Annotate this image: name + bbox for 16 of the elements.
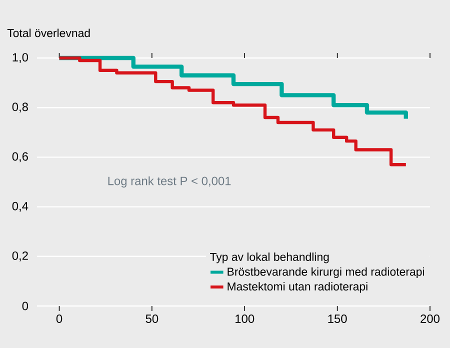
legend-label: Bröstbevarande kirurgi med radioterapi bbox=[228, 267, 424, 278]
y-tick-label: 0,4 bbox=[12, 202, 28, 212]
y-tick-label: 0 bbox=[22, 302, 28, 310]
y-tick-label: 0,8 bbox=[12, 102, 28, 113]
y-axis-title: Total överlevnad bbox=[7, 28, 90, 38]
x-tick-label: 200 bbox=[420, 314, 440, 323]
x-tick-label: 150 bbox=[328, 314, 347, 323]
legend-label: Mastektomi utan radioterapi bbox=[228, 282, 368, 293]
y-tick-label: 1,0 bbox=[12, 53, 28, 63]
x-tick-label: 0 bbox=[56, 314, 62, 323]
x-tick-label: 50 bbox=[146, 314, 158, 323]
annotation: Log rank test P < 0,001 bbox=[108, 176, 231, 188]
y-tick-label: 0,6 bbox=[12, 152, 28, 162]
legend-title: Typ av lokal behandling bbox=[210, 252, 329, 264]
x-tick-label: 100 bbox=[236, 314, 254, 323]
y-tick-label: 0,2 bbox=[12, 251, 28, 262]
